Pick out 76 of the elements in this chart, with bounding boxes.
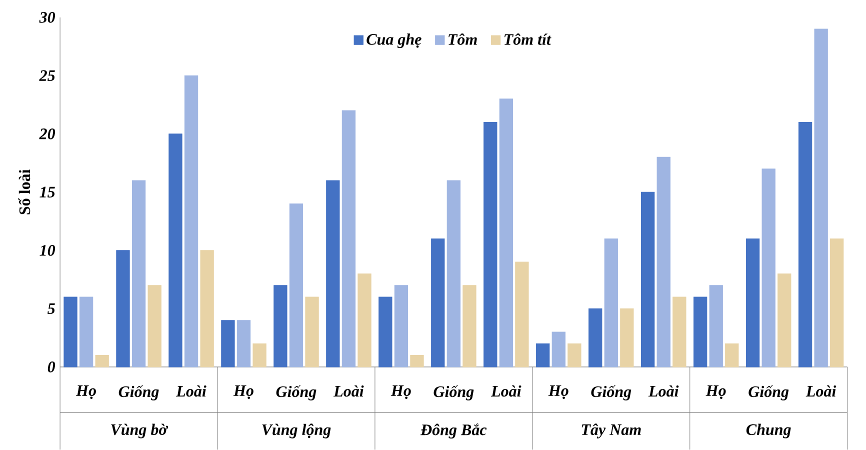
x-tick-label: Giống (276, 385, 316, 400)
bar (289, 204, 304, 368)
bar (305, 296, 319, 368)
bar (342, 110, 356, 368)
bar (236, 320, 251, 368)
bar (588, 308, 602, 368)
x-tick-label: Giống (434, 385, 474, 400)
bar (762, 168, 776, 368)
bar (604, 238, 618, 368)
x-tick-label: Giống (748, 385, 789, 400)
bar (484, 122, 498, 368)
bar (515, 262, 529, 368)
x-tick-label: Họ (548, 385, 568, 400)
bar (431, 238, 445, 368)
bar (552, 332, 566, 368)
bar (830, 238, 844, 368)
bar (116, 250, 130, 368)
y-tick-label: 15 (40, 186, 55, 198)
text: Đông Bắc (420, 424, 487, 439)
x-tick-label: Giống (118, 385, 159, 400)
bar (568, 343, 582, 368)
legend-label: Tôm (448, 33, 477, 45)
bar (79, 296, 94, 368)
bar (641, 192, 655, 368)
bar (499, 98, 513, 368)
bar (656, 156, 670, 368)
x-tick-label: Họ (390, 385, 411, 400)
bar (184, 75, 198, 368)
bar (536, 343, 550, 368)
bar (326, 180, 340, 368)
bar (778, 273, 792, 368)
text: Vùng bờ (111, 424, 168, 438)
legend-label: Tôm tít (504, 33, 552, 45)
bar (378, 296, 392, 368)
bar (274, 285, 288, 368)
bar (462, 285, 476, 368)
bar (358, 273, 372, 368)
bar (252, 343, 266, 368)
x-tick-label: Họ (706, 385, 726, 400)
bar (814, 28, 828, 368)
bar (725, 343, 739, 368)
bar (672, 296, 686, 368)
x-tick-label: Giống (591, 385, 632, 400)
x-tick-label: Loài (490, 385, 522, 397)
bar (95, 355, 109, 368)
bar (746, 238, 760, 368)
bar (798, 122, 812, 368)
bar (410, 355, 424, 368)
y-tick-label: 30 (39, 12, 56, 23)
text: Vùng lộng (262, 424, 331, 438)
bar (620, 308, 634, 368)
bar (64, 296, 78, 368)
y-tick-label: 5 (48, 303, 55, 314)
x-tick-label: Loài (176, 385, 206, 397)
x-tick-label: Họ (233, 385, 254, 400)
y-tick-label: 25 (39, 70, 55, 82)
bar (221, 320, 235, 368)
bar (709, 285, 723, 368)
x-tick-label: Loài (806, 385, 836, 397)
x-tick-label: Loài (333, 385, 364, 397)
y-tick-label: 0 (48, 362, 56, 372)
text: Tây Nam (582, 424, 641, 438)
bar (132, 180, 146, 368)
y-axis-title: Số loài (18, 170, 30, 214)
bar (693, 296, 708, 368)
text: Chung (746, 424, 791, 438)
bar (168, 134, 182, 368)
bar (200, 250, 214, 368)
bar (394, 285, 408, 368)
legend-label: Cua ghẹ (366, 34, 422, 48)
bar (148, 285, 162, 368)
bar (446, 180, 461, 368)
x-tick-label: Họ (76, 385, 96, 400)
y-tick-label: 20 (39, 128, 56, 140)
y-tick-label: 10 (40, 245, 56, 256)
x-tick-label: Loài (648, 385, 679, 397)
